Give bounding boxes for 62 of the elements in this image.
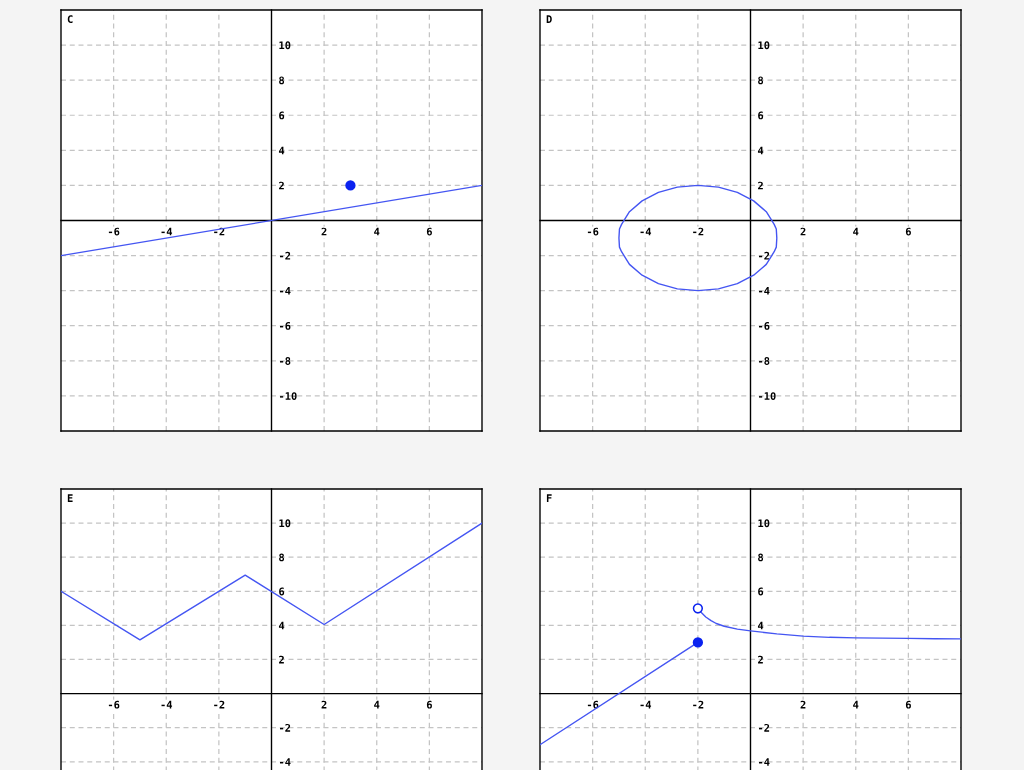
- x-tick-label: 4: [374, 227, 380, 236]
- y-tick-label: -4: [279, 758, 291, 766]
- chart-title: F: [546, 494, 552, 502]
- y-tick-label: -10: [279, 392, 297, 401]
- y-tick-label: 10: [279, 519, 291, 528]
- y-tick-label: 6: [758, 587, 764, 596]
- x-tick-label: -4: [640, 227, 652, 236]
- x-tick-label: -6: [108, 227, 120, 236]
- x-tick-label: -4: [161, 227, 173, 236]
- y-tick-label: 8: [279, 76, 285, 85]
- y-tick-label: 10: [279, 41, 291, 50]
- y-tick-label: 10: [758, 41, 770, 50]
- x-tick-label: -6: [108, 700, 120, 709]
- x-tick-label: -4: [161, 700, 173, 709]
- chart-title: C: [67, 15, 73, 24]
- x-tick-label: 6: [426, 227, 432, 236]
- x-tick-label: 6: [905, 227, 911, 236]
- y-tick-label: 4: [278, 146, 285, 155]
- y-tick-label: 2: [279, 655, 284, 664]
- y-tick-label: -4: [279, 287, 291, 295]
- y-tick-label: -4: [758, 758, 770, 766]
- y-tick-label: 10: [758, 519, 770, 528]
- y-tick-label: -8: [279, 357, 291, 365]
- y-tick-label: 8: [279, 553, 285, 562]
- chart-title: E: [67, 494, 73, 502]
- y-tick-label: 4: [757, 621, 764, 630]
- x-tick-label: 2: [321, 227, 327, 236]
- x-tick-label: 2: [800, 227, 806, 236]
- y-tick-label: -2: [758, 251, 770, 260]
- y-tick-label: 2: [758, 181, 763, 190]
- x-tick-label: -2: [214, 227, 225, 236]
- x-tick-label: 6: [905, 700, 911, 709]
- y-tick-label: -8: [758, 357, 770, 365]
- x-tick-label: 4: [853, 227, 859, 236]
- chart-title: D: [546, 15, 552, 23]
- x-tick-label: 4: [374, 700, 380, 709]
- x-tick-label: 4: [853, 700, 859, 709]
- y-tick-label: 8: [758, 76, 764, 85]
- y-tick-label: -2: [279, 251, 291, 260]
- y-tick-label: -6: [758, 321, 770, 330]
- x-tick-label: -4: [640, 700, 652, 709]
- x-tick-label: -6: [587, 700, 599, 709]
- y-tick-label: -4: [758, 287, 770, 295]
- x-tick-label: 6: [426, 700, 432, 709]
- x-tick-label: -2: [214, 700, 225, 709]
- x-tick-label: 2: [321, 700, 327, 709]
- y-tick-label: 6: [279, 111, 285, 120]
- x-tick-label: -6: [587, 227, 599, 236]
- x-tick-label: -2: [693, 227, 704, 236]
- x-tick-label: 2: [800, 700, 806, 709]
- y-tick-label: 4: [278, 621, 285, 630]
- y-tick-label: -10: [758, 392, 776, 401]
- y-tick-label: -2: [279, 723, 291, 732]
- y-tick-label: 6: [279, 587, 285, 596]
- y-tick-label: 2: [758, 655, 763, 664]
- y-tick-label: 2: [279, 181, 284, 190]
- y-tick-label: -6: [279, 321, 291, 330]
- x-tick-label: -2: [693, 700, 704, 709]
- y-tick-label: 6: [758, 111, 764, 120]
- y-tick-label: 4: [757, 146, 764, 155]
- y-tick-label: -2: [758, 723, 770, 732]
- y-tick-label: 8: [758, 553, 764, 562]
